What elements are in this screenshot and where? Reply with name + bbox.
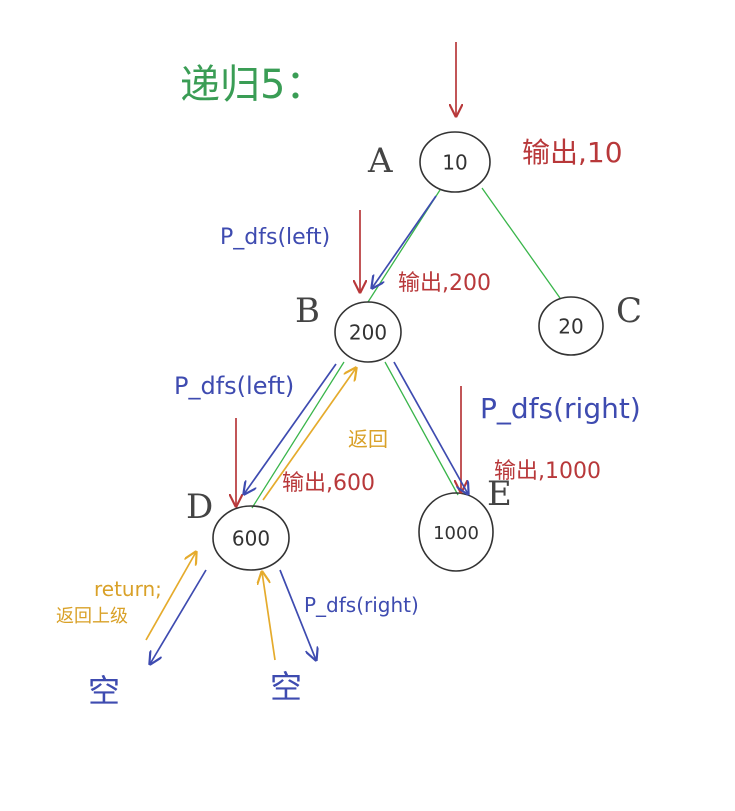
node-a-letter: A — [367, 141, 393, 181]
output-b-label: 输出,200 — [398, 271, 491, 296]
node-a-value: 10 — [442, 151, 467, 175]
node-e: 1000 — [418, 492, 494, 572]
node-d: 600 — [212, 505, 290, 571]
empty-left-label: 空 — [88, 672, 120, 710]
edge-b-e — [384, 361, 459, 496]
call-d-left-arrow — [150, 569, 207, 664]
empty-right-label: 空 — [270, 668, 302, 706]
call-d-right-arrow — [279, 569, 316, 660]
node-d-value: 600 — [232, 527, 270, 551]
edge-a-c — [481, 187, 561, 299]
node-e-letter: E — [487, 474, 512, 514]
node-d-letter: D — [186, 487, 213, 527]
node-c: 20 — [538, 296, 604, 356]
call-b-label: P_dfs(left) — [220, 225, 330, 250]
call-e-label: P_dfs(right) — [480, 392, 641, 425]
return-left-null-arrow — [145, 552, 196, 641]
node-b: 200 — [334, 301, 402, 363]
output-d-label: 输出,600 — [282, 471, 375, 496]
return-right-null-arrow — [262, 572, 276, 661]
return-stmt-label: return; — [94, 577, 162, 601]
call-d-right-label: P_dfs(right) — [304, 593, 419, 617]
call-d-arrow — [244, 363, 337, 494]
output-e-label: 输出,1000 — [494, 459, 601, 484]
diagram-title: 递归5： — [180, 62, 325, 108]
return-up-label: 返回 — [348, 427, 388, 451]
node-a: 10 — [419, 131, 491, 193]
call-b-arrow — [372, 195, 437, 288]
node-c-letter: C — [616, 291, 642, 331]
node-c-value: 20 — [558, 315, 583, 339]
output-a-label: 输出,10 — [522, 136, 623, 169]
node-b-letter: B — [295, 291, 320, 331]
return-parent-label: 返回上级 — [56, 606, 128, 627]
return-d-arrow — [262, 368, 356, 501]
node-b-value: 200 — [349, 321, 387, 345]
edge-b-d — [251, 361, 345, 509]
node-e-value: 1000 — [433, 523, 479, 544]
call-e-arrow — [393, 361, 468, 494]
call-d-label: P_dfs(left) — [174, 372, 294, 400]
